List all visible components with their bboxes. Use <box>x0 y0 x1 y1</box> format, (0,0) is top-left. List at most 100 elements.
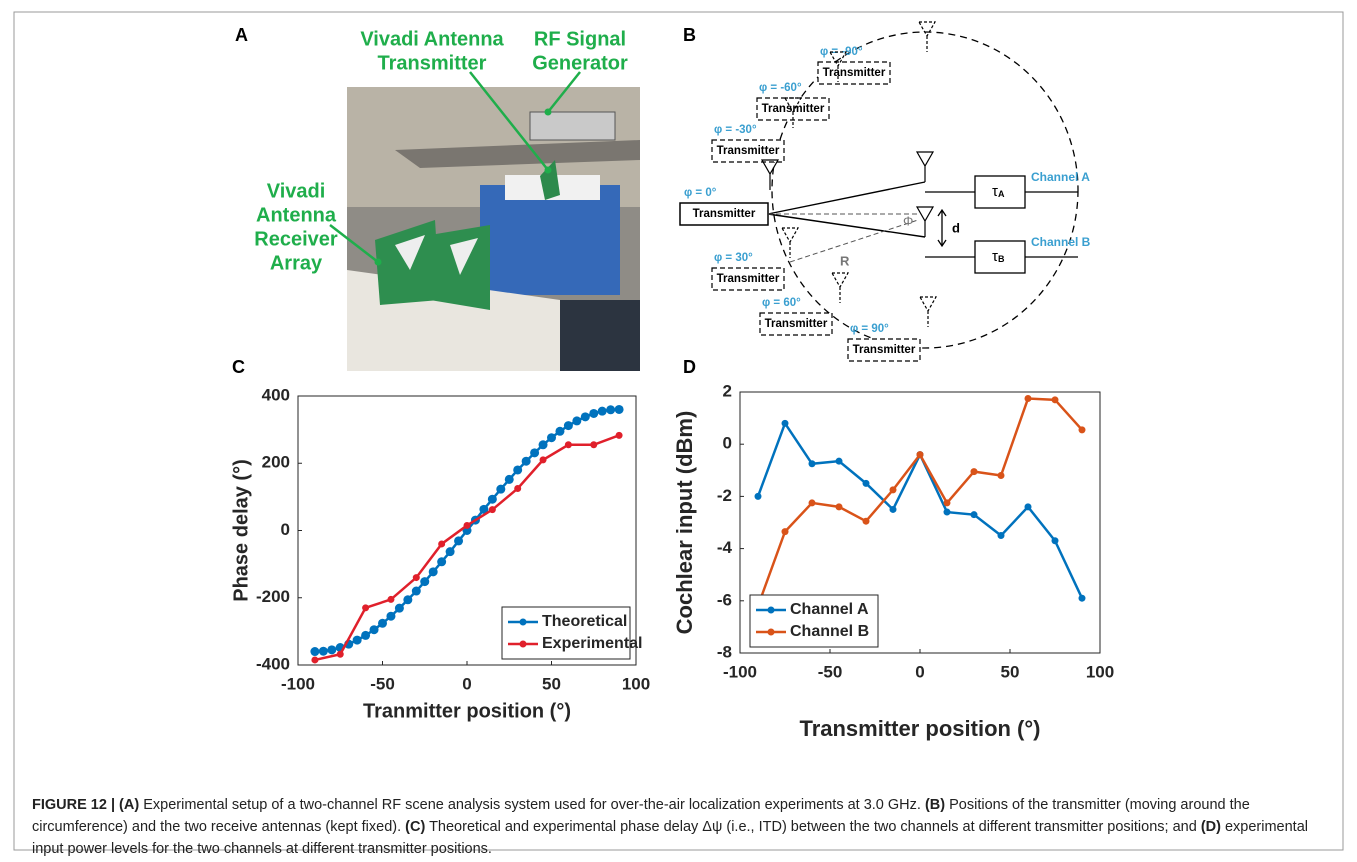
spacing-arrow <box>937 208 947 248</box>
data-point <box>496 484 506 494</box>
caption-text: FIGURE 12 | (A) <box>32 797 140 813</box>
delay-subscript: B <box>998 254 1005 264</box>
transmitter-label: Transmitter <box>762 103 825 115</box>
antenna <box>917 21 937 52</box>
data-point <box>311 656 319 664</box>
data-point <box>1051 396 1059 404</box>
caption-text: (B) <box>924 797 946 813</box>
angle-label: φ = -30° <box>714 124 757 136</box>
data-point <box>369 625 379 635</box>
data-point <box>970 468 978 476</box>
antenna <box>915 151 935 182</box>
transmitter-label: Transmitter <box>693 208 756 220</box>
legend-label: Experimental <box>542 635 642 652</box>
data-point <box>572 416 582 426</box>
data-point <box>438 540 446 548</box>
legend-label: Channel B <box>790 623 869 640</box>
data-point <box>754 492 762 500</box>
data-point <box>580 412 590 422</box>
pointer-arrow <box>469 71 549 171</box>
transmitter-label: Transmitter <box>853 344 916 356</box>
x-tick-label: -100 <box>723 662 757 681</box>
data-point <box>336 650 344 658</box>
data-point <box>318 646 328 656</box>
transmitter-box <box>817 61 891 85</box>
data-point <box>943 499 951 507</box>
x-tick-label: -50 <box>370 674 395 693</box>
data-point <box>479 504 489 514</box>
data-point <box>362 604 370 612</box>
data-point <box>463 521 471 529</box>
delay-symbol: τ <box>992 183 998 200</box>
antenna <box>830 272 850 303</box>
data-point <box>889 486 897 494</box>
photo-label: Transmitter <box>378 52 487 74</box>
data-point <box>606 405 616 415</box>
y-tick-label: 400 <box>262 385 290 404</box>
y-tick-label: -4 <box>717 538 733 557</box>
transmitter-box <box>711 139 785 163</box>
x-tick-label: 0 <box>915 662 924 681</box>
legend-label: Theoretical <box>542 613 627 630</box>
data-point <box>835 457 843 465</box>
x-tick-label: 50 <box>1001 662 1020 681</box>
data-point <box>781 528 789 536</box>
legend-marker <box>519 640 527 648</box>
caption-text: (C) <box>405 819 426 835</box>
signal-path <box>767 213 926 238</box>
data-point <box>614 404 624 414</box>
y-tick-label: -2 <box>717 486 732 505</box>
data-point <box>387 595 395 603</box>
transmitter-box <box>759 312 833 336</box>
photo-label: RF Signal <box>534 28 626 50</box>
data-point <box>521 456 531 466</box>
caption: FIGURE 12 | (A) Experimental setup of a … <box>32 794 1332 860</box>
photo-label: Vivadi <box>267 180 326 202</box>
legend <box>501 606 631 660</box>
signal-path <box>767 181 926 215</box>
y-tick-label: 0 <box>723 434 732 453</box>
pointer-head <box>374 258 382 266</box>
x-axis-label: Transmitter position (°) <box>799 716 1040 741</box>
data-point <box>386 611 396 621</box>
legend-marker <box>519 618 527 626</box>
transmitter-label: Transmitter <box>765 318 828 330</box>
data-point <box>352 635 362 645</box>
data-point <box>564 441 572 449</box>
y-tick-label: -6 <box>717 590 732 609</box>
data-point <box>997 472 1005 480</box>
data-point <box>781 419 789 427</box>
data-point <box>862 479 870 487</box>
data-point <box>1024 395 1032 403</box>
y-tick-label: 0 <box>281 520 290 539</box>
delay-label: τA <box>992 183 1005 200</box>
antenna <box>918 296 938 327</box>
photo <box>347 87 640 371</box>
angle-label: φ = 0° <box>684 187 717 199</box>
data-point <box>1078 594 1086 602</box>
data-point <box>378 618 387 628</box>
data-point <box>428 567 438 577</box>
photo-label: Antenna <box>256 204 337 226</box>
data-point <box>403 595 413 605</box>
data-point <box>310 647 320 657</box>
angle-label: φ = -60° <box>759 82 802 94</box>
data-point <box>916 451 924 459</box>
photo-label: Vivadi Antenna <box>360 28 504 50</box>
data-point <box>615 431 623 439</box>
antenna <box>828 51 848 82</box>
delay-subscript: A <box>998 189 1005 199</box>
data-point <box>943 508 951 516</box>
y-tick-label: -400 <box>256 654 290 673</box>
data-point <box>513 465 523 475</box>
transmitter-label: Transmitter <box>717 273 780 285</box>
legend-label: Channel A <box>790 601 869 618</box>
transmitter-label: Transmitter <box>717 145 780 157</box>
pointer-head <box>544 166 552 174</box>
y-tick-label: -200 <box>256 587 290 606</box>
data-point <box>547 433 556 443</box>
y-axis-label: Cochlear input (dBm) <box>672 411 697 635</box>
data-point <box>597 406 607 416</box>
x-tick-label: -100 <box>281 674 315 693</box>
panel-letter: C <box>232 357 245 377</box>
